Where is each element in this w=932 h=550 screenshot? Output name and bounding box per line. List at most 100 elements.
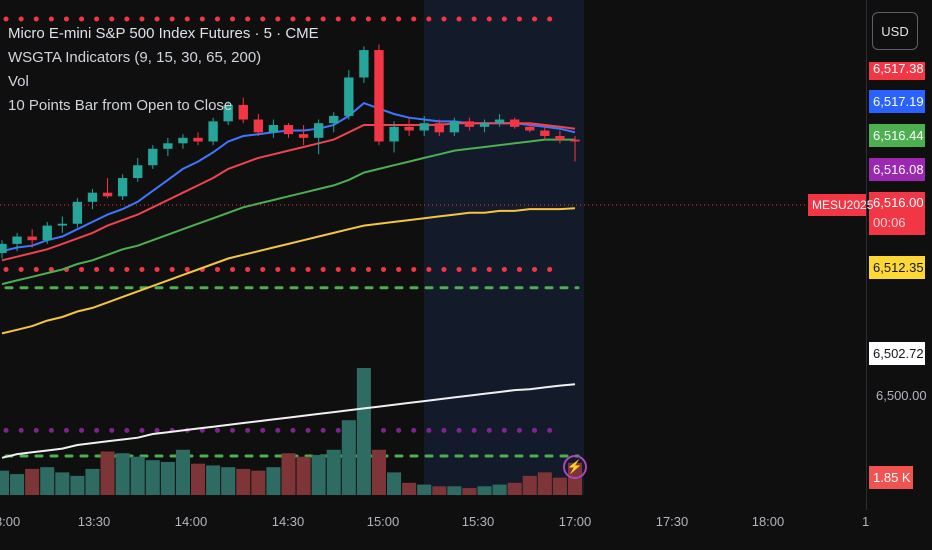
volume-bar <box>492 484 507 495</box>
candle-body <box>479 123 490 127</box>
x-tick-label: 15:00 <box>366 514 400 529</box>
ma-line-sma200 <box>1 383 576 459</box>
volume-bar <box>145 460 160 495</box>
price-tag-last-high: 6,517.38 <box>869 62 925 80</box>
candle-body <box>449 121 460 133</box>
candle-body <box>510 119 520 127</box>
volume-bar <box>462 488 477 495</box>
candle-body <box>344 77 354 116</box>
volume-bar <box>10 474 25 495</box>
candle-body <box>163 143 173 149</box>
volume-bar <box>25 468 40 495</box>
x-tick-label: 14:00 <box>174 514 208 529</box>
volume-bar <box>160 461 175 495</box>
ma-line-sma65 <box>1 207 576 335</box>
volume-bar <box>311 454 326 495</box>
volume-bar <box>206 465 221 495</box>
price-tag-sma200: 6,502.72 <box>869 342 925 365</box>
price-tag-ema30: 6,516.44 <box>869 124 925 147</box>
candle-body <box>555 135 565 140</box>
volume-bar <box>70 475 85 495</box>
symbol-tag: MESU2025 <box>808 194 873 216</box>
x-tick-label: 18:30 <box>862 514 870 529</box>
price-tag-sma65: 6,512.35 <box>869 256 925 279</box>
x-tick-label: 15:30 <box>461 514 495 529</box>
volume-bar <box>356 368 371 495</box>
volume-bar <box>55 472 70 495</box>
candles <box>0 44 580 259</box>
x-tick-label: 17:00 <box>558 514 592 529</box>
price-tag-current: 6,516.00 <box>869 192 925 213</box>
candle-body <box>419 123 429 131</box>
volume-bar <box>417 484 432 495</box>
volume-bar <box>251 470 266 495</box>
volume-bar <box>130 456 145 495</box>
x-tick-label-clipped: 18:30 <box>862 514 870 529</box>
lightning-icon[interactable]: ⚡ <box>563 455 587 479</box>
volume-bar <box>537 472 552 495</box>
volume-bar <box>387 472 402 495</box>
candle-body <box>117 178 128 197</box>
candle-body <box>102 192 113 197</box>
candle-body <box>238 104 248 120</box>
candle-body <box>359 50 369 78</box>
x-tick-label: 17:30 <box>655 514 689 529</box>
volume-bar <box>281 453 296 495</box>
candle-body <box>283 125 294 135</box>
candle-body <box>404 126 414 131</box>
candle-body <box>313 123 324 138</box>
candle-body <box>464 121 475 127</box>
volume-bar <box>477 486 492 495</box>
volume-bar <box>507 482 522 495</box>
session-highlight <box>424 0 584 495</box>
volume-bar <box>100 451 115 495</box>
volume-bar <box>236 468 251 495</box>
moving-averages <box>1 101 576 459</box>
x-tick-label: 18:00 <box>751 514 785 529</box>
candle-body <box>494 119 505 124</box>
volume-bar <box>266 467 281 495</box>
volume-bar <box>85 468 100 495</box>
candle-body <box>72 201 83 224</box>
volume-bar <box>115 453 130 495</box>
ma-line-ema15 <box>1 122 576 262</box>
candle-body <box>42 225 52 241</box>
price-tag-indicator: 6,516.08 <box>869 158 925 181</box>
symbol-title[interactable]: Micro E-mini S&P 500 Index Futures · 5 ·… <box>8 25 319 42</box>
candle-body <box>525 126 535 131</box>
volume-tag: 1.85 K <box>869 466 913 489</box>
candle-body <box>27 236 37 241</box>
price-tag-label: 6,517.38 <box>873 62 924 76</box>
candle-body <box>389 126 399 142</box>
volume-bar <box>40 467 55 495</box>
candle-body <box>570 139 580 142</box>
currency-button[interactable]: USD <box>872 12 918 50</box>
countdown-tag: 00:06 <box>869 213 925 235</box>
candle-body <box>193 137 203 142</box>
ma-line-ema30 <box>1 138 575 286</box>
candle-body <box>208 121 218 142</box>
volume-bar <box>326 449 341 495</box>
candle-body <box>253 119 264 133</box>
price-tag-ema9: 6,517.19 <box>869 90 925 113</box>
candle-body <box>87 192 98 202</box>
x-tick-label: 13:30 <box>77 514 111 529</box>
candle-body <box>12 236 22 244</box>
indicator-volume[interactable]: Vol <box>8 73 29 90</box>
candle-body <box>374 50 384 142</box>
candle-body <box>540 130 550 136</box>
candle-body <box>178 137 188 144</box>
candle-body <box>268 125 279 133</box>
volume-bar <box>341 420 356 495</box>
x-tick-label: 13:00 <box>0 514 21 529</box>
candle-body <box>133 165 143 179</box>
indicator-wsgta[interactable]: WSGTA Indicators (9, 15, 30, 65, 200) <box>8 49 262 66</box>
candle-body <box>298 134 309 138</box>
volume-bar <box>522 475 537 495</box>
indicator-10-points-bar[interactable]: 10 Points Bar from Open to Close <box>8 97 233 114</box>
volume-bar <box>402 482 417 495</box>
candle-body <box>148 148 158 166</box>
x-tick-label: 14:30 <box>271 514 305 529</box>
volume-bar <box>371 449 387 495</box>
